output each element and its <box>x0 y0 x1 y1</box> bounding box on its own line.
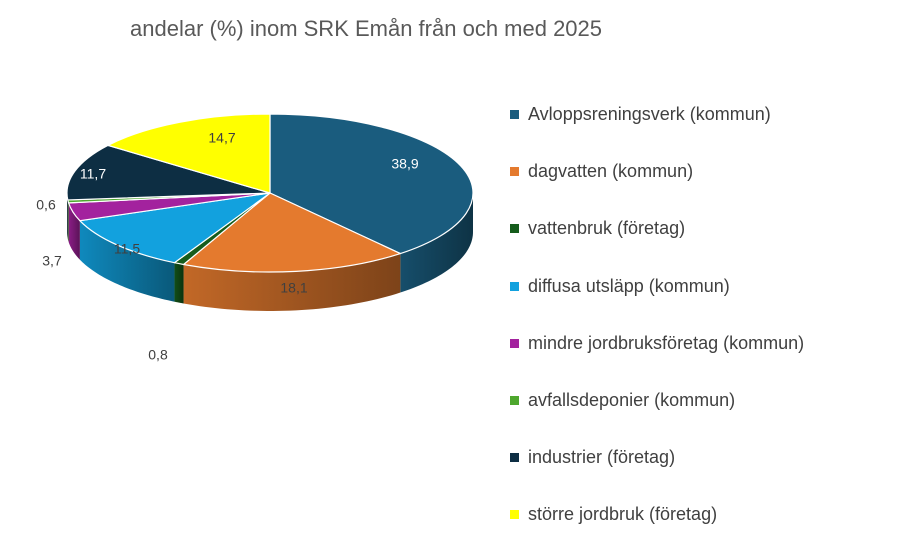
data-labels: 38,9 18,1 0,8 11,5 3,7 0,6 11,7 14,7 <box>36 130 419 363</box>
legend-item-mindre-jordbruksforetag-kommun: mindre jordbruksföretag (kommun) <box>510 315 804 372</box>
pie-side-avloppsreningsverk-kommun <box>400 193 473 293</box>
pie-side-diffusa-utslapp-kommun <box>79 220 175 302</box>
data-label-avfallsdeponier-kommun: 0,6 <box>36 197 56 213</box>
data-label-avloppsreningsverk-kommun: 38,9 <box>391 156 418 172</box>
legend-item-diffusa-utslapp-kommun: diffusa utsläpp (kommun) <box>510 258 804 315</box>
legend-label: mindre jordbruksföretag (kommun) <box>528 332 805 353</box>
data-label-vattenbruk-foretag: 0,8 <box>148 347 168 363</box>
legend-swatch <box>510 510 519 520</box>
legend-swatch <box>510 396 519 406</box>
legend-swatch <box>510 338 519 348</box>
data-label-dagvatten-kommun: 18,1 <box>280 280 307 296</box>
legend-item-avfallsdeponier-kommun: avfallsdeponier (kommun) <box>510 372 804 429</box>
pie-slices <box>66 113 474 273</box>
legend-item-avloppsreningsverk-kommun: Avloppsreningsverk (kommun) <box>510 86 804 143</box>
legend-label: Avloppsreningsverk (kommun) <box>528 104 771 125</box>
pie-slice-diffusa-utslapp-kommun <box>79 192 271 264</box>
pie-slice-industrier-foretag <box>66 144 271 201</box>
pie-side-industrier-foretag <box>67 193 68 239</box>
pie-side-dagvatten-kommun <box>183 253 401 311</box>
legend-label: dagvatten (kommun) <box>528 161 694 182</box>
legend-swatch <box>510 167 519 177</box>
legend-label: industrier (företag) <box>528 447 676 468</box>
legend-swatch <box>510 453 519 463</box>
data-label-diffusa-utslapp-kommun: 11,5 <box>114 241 140 257</box>
data-label-mindre-jordbruksforetag-kommun: 3,7 <box>42 253 62 269</box>
legend-item-vattenbruk-foretag: vattenbruk (företag) <box>510 200 804 257</box>
legend-item-industrier-foretag: industrier (företag) <box>510 429 804 486</box>
legend-swatch <box>510 110 519 120</box>
legend-item-dagvatten-kommun: dagvatten (kommun) <box>510 143 804 200</box>
legend-item-storre-jordbruk-foretag: större jordbruk (företag) <box>510 486 804 543</box>
data-label-industrier-foretag: 11,7 <box>80 166 106 182</box>
legend-swatch <box>510 224 519 234</box>
legend-label: diffusa utsläpp (kommun) <box>528 275 730 296</box>
data-label-storre-jordbruk-foretag: 14,7 <box>208 130 235 146</box>
pie-side-vattenbruk-foretag <box>174 262 184 304</box>
pie-slice-dagvatten-kommun <box>182 192 401 273</box>
pie-side-mindre-jordbruksforetag-kommun <box>68 202 80 260</box>
chart-title: andelar (%) inom SRK Emån från och med 2… <box>130 16 603 41</box>
pie-side-walls <box>67 193 473 311</box>
legend-label: större jordbruk (företag) <box>528 504 718 525</box>
pie-side-avfallsdeponier-kommun <box>67 199 69 242</box>
chart-legend: Avloppsreningsverk (kommun) dagvatten (ko… <box>510 86 804 544</box>
pie-slice-storre-jordbruk-foretag <box>107 113 271 194</box>
legend-swatch <box>510 281 519 291</box>
legend-label: avfallsdeponier (kommun) <box>528 390 736 411</box>
legend-label: vattenbruk (företag) <box>528 218 686 239</box>
pie-slice-avloppsreningsverk-kommun <box>269 113 474 255</box>
